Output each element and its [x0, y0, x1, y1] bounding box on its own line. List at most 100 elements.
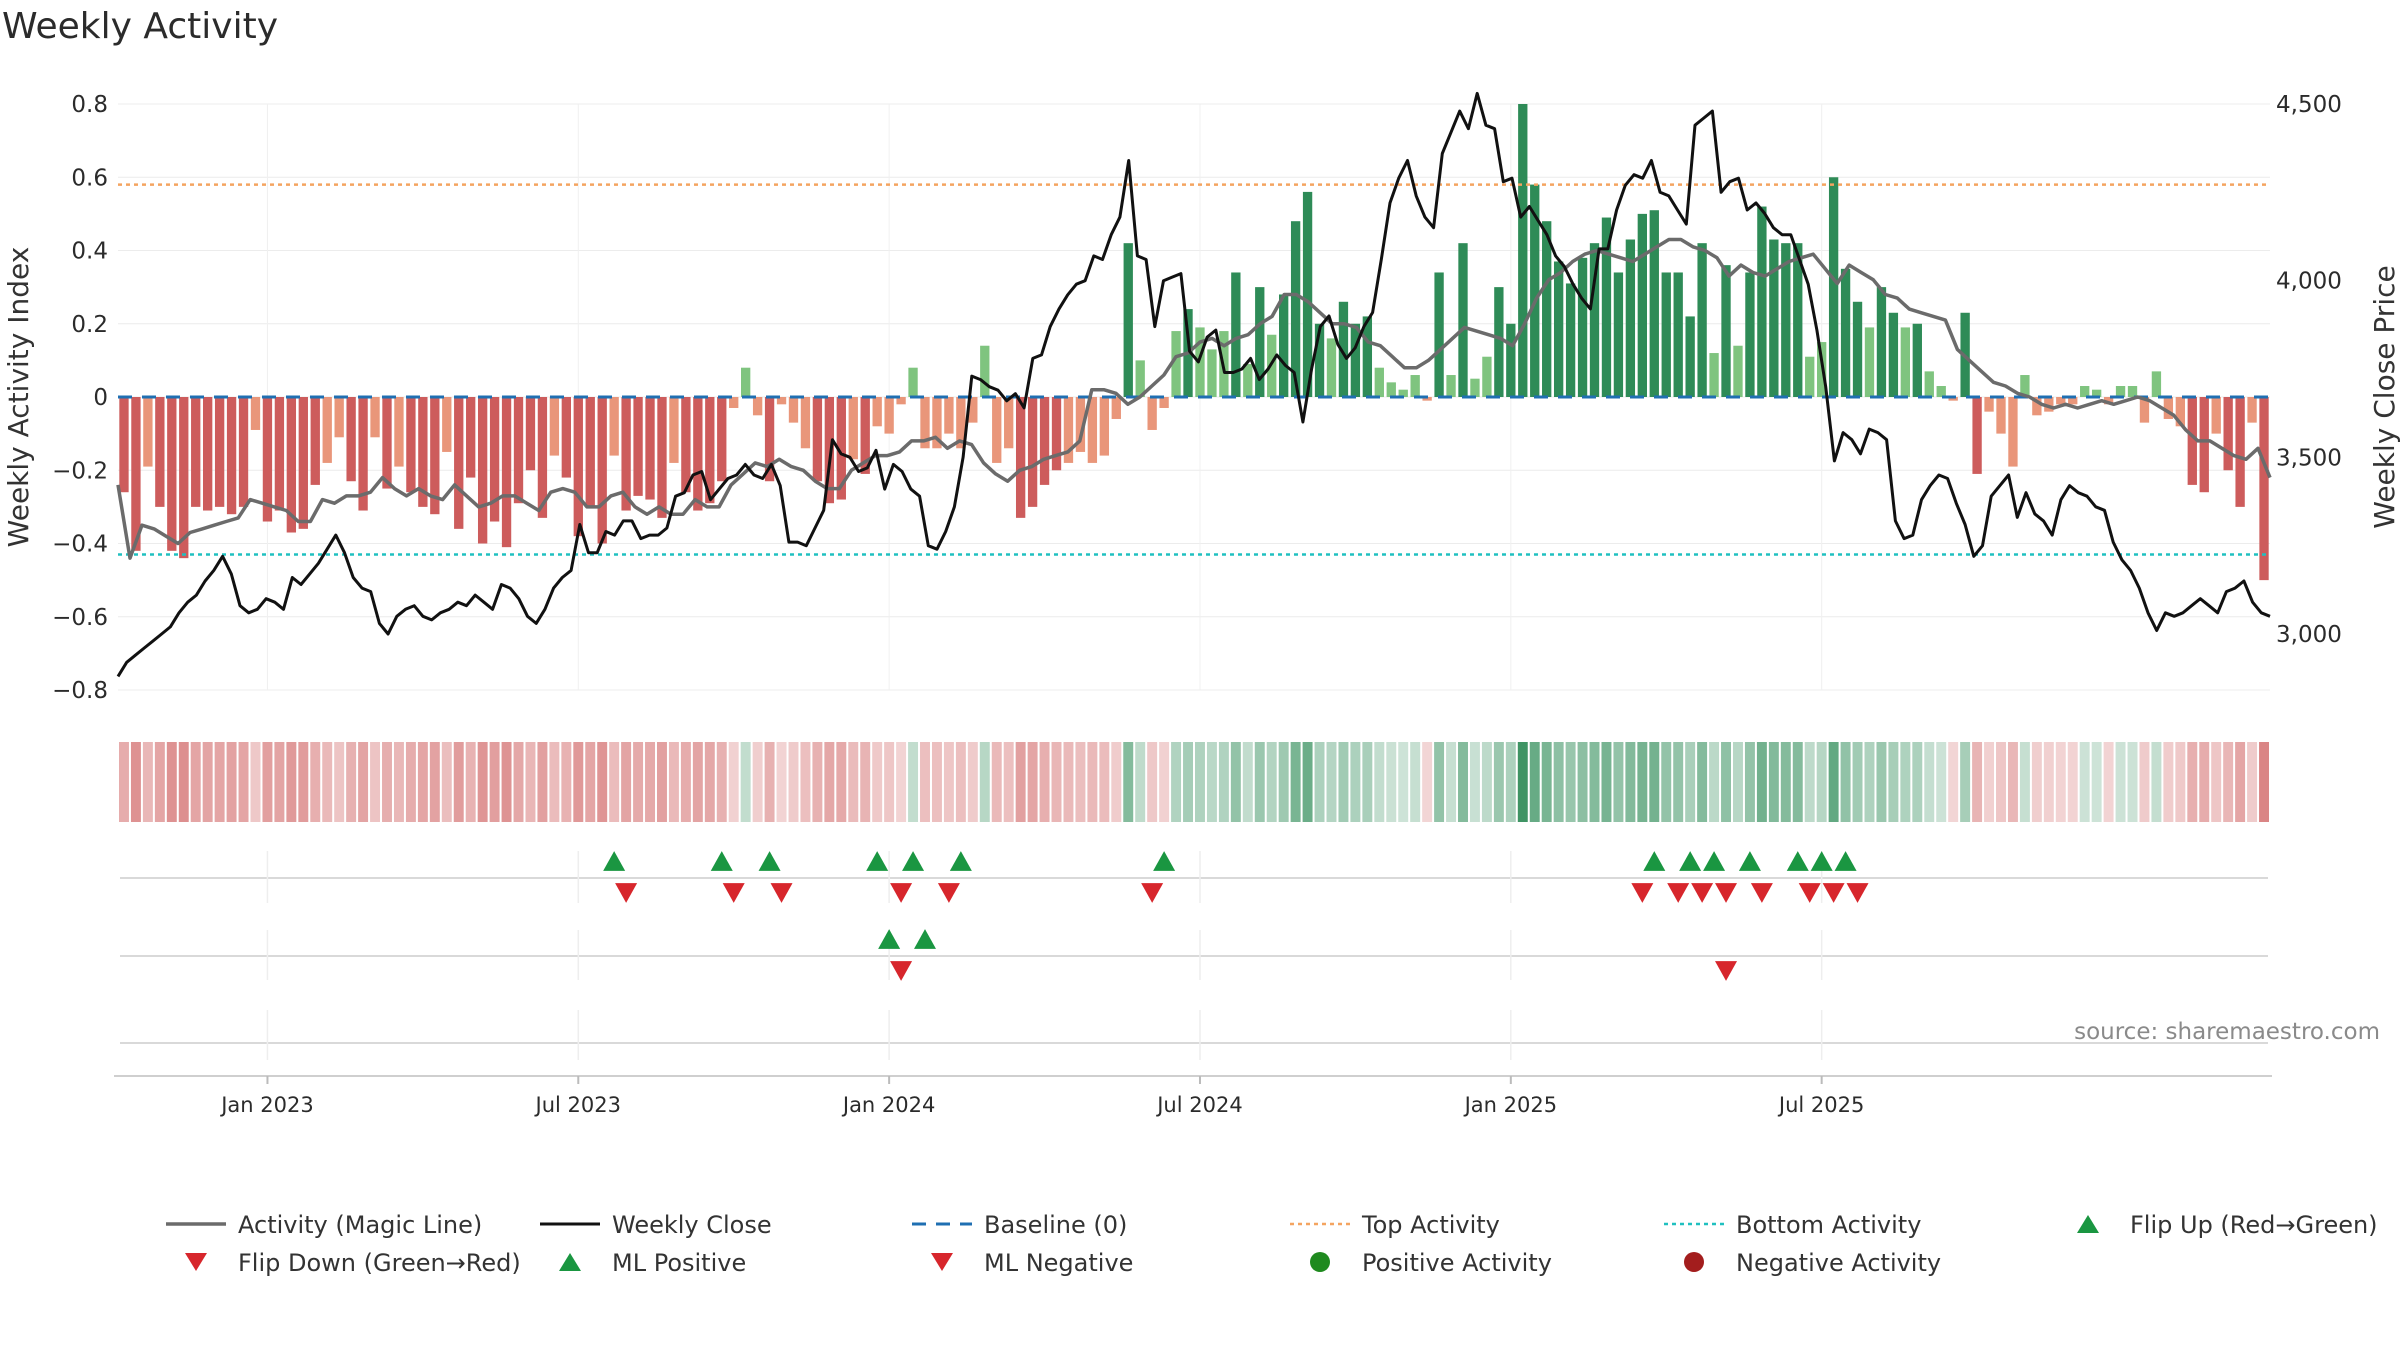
activity-bar	[250, 397, 261, 430]
activity-bar	[274, 397, 285, 511]
flip-down-marker	[1631, 883, 1654, 903]
heat-strip-tile	[2235, 742, 2246, 822]
activity-bar	[537, 397, 548, 518]
activity-bar	[872, 397, 882, 427]
heat-strip-tile	[250, 742, 261, 822]
activity-bar	[645, 397, 655, 500]
activity-bar	[693, 397, 703, 511]
heat-strip-tile	[1159, 742, 1170, 822]
flip-down-marker	[1750, 883, 1773, 903]
activity-bar	[406, 397, 416, 493]
activity-bar	[394, 397, 404, 467]
heat-strip-tile	[764, 742, 775, 822]
legend-label: Flip Down (Green→Red)	[238, 1249, 521, 1277]
heat-strip-tile	[1206, 742, 1217, 822]
heat-strip-tile	[716, 742, 727, 822]
activity-bar	[896, 397, 906, 405]
heat-strip-tile	[1541, 742, 1552, 822]
heat-strip-tile	[2139, 742, 2150, 822]
triangle-up-icon	[2077, 1215, 2099, 1233]
activity-bar	[1087, 397, 1098, 463]
heat-strip-tile	[752, 742, 763, 822]
flip-down-marker	[1846, 883, 1869, 903]
left-tick-label: 0	[93, 385, 108, 411]
activity-bar	[980, 345, 990, 397]
heat-strip-tile	[597, 742, 608, 822]
heat-strip-tile	[1768, 742, 1779, 822]
heat-strip-tile	[393, 742, 404, 822]
flip-up-marker	[758, 851, 781, 871]
activity-bar	[1984, 397, 1994, 412]
heat-strip-tile	[920, 742, 930, 822]
heat-strip-tile	[298, 742, 309, 822]
flip-up-marker	[710, 851, 733, 871]
heat-strip-tile	[585, 742, 596, 822]
activity-bar	[1290, 221, 1301, 397]
activity-bar	[131, 397, 141, 551]
activity-bar	[2115, 386, 2126, 397]
activity-bar	[1075, 397, 1086, 452]
activity-bar	[525, 397, 536, 471]
heat-strip-tile	[489, 742, 500, 822]
flip-up-marker	[1703, 851, 1726, 871]
activity-bar	[1685, 316, 1695, 397]
heat-strip-tile	[728, 742, 739, 822]
heat-strip-tile	[836, 742, 847, 822]
heat-strip-tile	[1290, 742, 1301, 822]
heat-strip-tile	[1147, 742, 1158, 822]
legend-label: Bottom Activity	[1736, 1211, 1921, 1239]
heat-strip-tile	[609, 742, 620, 822]
heat-strip-tile	[955, 742, 966, 822]
flip-down-marker	[1691, 883, 1714, 903]
activity-bar	[1027, 397, 1038, 507]
heat-strip-tile	[1852, 742, 1863, 822]
heat-strip-tile	[477, 742, 488, 822]
activity-bar	[2259, 397, 2269, 581]
ml-negative-marker	[890, 961, 913, 981]
activity-bar	[1314, 323, 1325, 397]
heat-strip-tile	[1386, 742, 1397, 822]
activity-bar	[2223, 397, 2233, 471]
activity-bar	[1494, 287, 1504, 397]
heat-strip-tile	[1876, 742, 1887, 822]
activity-bar	[2068, 397, 2078, 405]
activity-bar	[1996, 397, 2006, 434]
heat-strip-tile	[788, 742, 799, 822]
heat-strip-tile	[1278, 742, 1289, 822]
heat-strip-tile	[2199, 742, 2210, 822]
heat-strip-tile	[1864, 742, 1875, 822]
activity-bar	[1936, 386, 1946, 397]
activity-bar	[585, 397, 595, 507]
activity-bar	[1864, 327, 1875, 397]
activity-bar	[334, 397, 344, 438]
activity-bar	[597, 397, 607, 544]
heat-strip-tile	[967, 742, 978, 822]
heat-strip-tile	[1996, 742, 2006, 822]
activity-bar	[262, 397, 273, 522]
activity-bar	[1482, 356, 1492, 397]
heat-strip-tile	[657, 742, 667, 822]
activity-bar	[2175, 397, 2185, 427]
activity-bar	[2199, 397, 2209, 493]
x-axis: Jan 2023 Jul 2023 Jan 2024 Jul 2024 Jan 2025…	[114, 1075, 2272, 1117]
activity-bar	[2103, 397, 2114, 405]
left-tick-label: −0.6	[52, 605, 108, 631]
activity-bar	[1470, 378, 1480, 397]
left-tick-label: −0.8	[52, 678, 108, 704]
heat-strip-tile	[346, 742, 357, 822]
heat-strip-tile	[405, 742, 416, 822]
flip-down-marker	[722, 883, 745, 903]
heat-strip-tile	[931, 742, 942, 822]
activity-bar	[1410, 375, 1420, 397]
activity-bar	[657, 397, 667, 518]
activity-bar	[812, 397, 823, 482]
activity-bar	[2247, 397, 2257, 423]
activity-bar	[1446, 375, 1456, 397]
activity-bar	[2080, 386, 2090, 397]
heat-strip-tile	[621, 742, 632, 822]
flip-up-marker	[1679, 851, 1702, 871]
heat-strip-tile	[1171, 742, 1182, 822]
heat-strip-tile	[2055, 742, 2066, 822]
heat-strip-tile	[668, 742, 679, 822]
flip-down-marker	[615, 883, 638, 903]
